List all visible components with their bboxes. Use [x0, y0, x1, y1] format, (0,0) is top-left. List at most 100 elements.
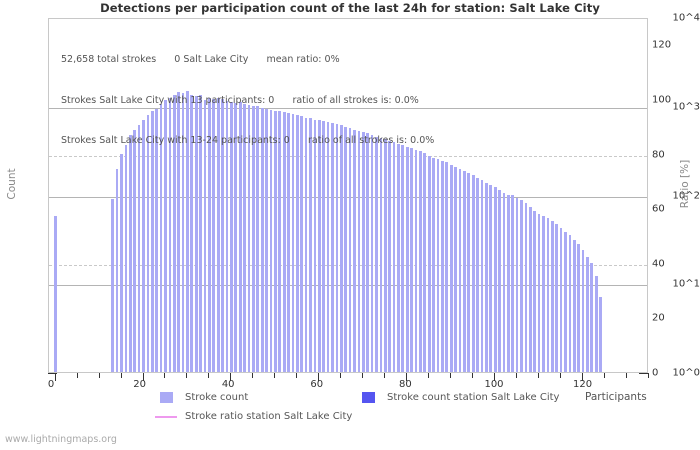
x-tick — [428, 373, 429, 378]
y-right-tick-40: 40 — [652, 258, 665, 270]
bar — [401, 145, 405, 372]
legend-swatch-stroke-count-station — [362, 392, 375, 403]
gridline-ratio-40 — [49, 265, 647, 266]
annotation-line-1: 52,658 total strokes 0 Salt Lake City me… — [61, 54, 340, 65]
y-tick-right — [639, 373, 648, 374]
x-tick — [252, 373, 253, 378]
x-tick — [208, 373, 209, 378]
bar — [533, 210, 537, 372]
bar — [142, 119, 145, 372]
x-tick — [362, 373, 363, 378]
bar — [54, 216, 57, 372]
bar — [555, 224, 559, 372]
bar — [322, 120, 326, 372]
bar — [326, 121, 330, 372]
y-right-tick-120: 120 — [652, 39, 672, 51]
bar — [537, 214, 541, 372]
x-tick-100: 100 — [484, 379, 504, 390]
x-tick — [450, 373, 451, 378]
bar — [150, 111, 154, 372]
bar — [309, 118, 312, 372]
x-tick-40: 40 — [221, 379, 235, 390]
bar — [546, 218, 550, 372]
bar — [168, 97, 172, 372]
x-tick — [296, 373, 297, 378]
bar — [586, 256, 589, 372]
x-tick — [494, 373, 495, 381]
bar — [480, 180, 484, 372]
bar — [427, 155, 431, 372]
bar — [155, 108, 159, 372]
x-tick — [406, 373, 407, 381]
y-right-tick-20: 20 — [652, 312, 665, 324]
bar — [353, 129, 356, 372]
bar — [159, 103, 163, 372]
y-right-tick-60: 60 — [652, 203, 665, 215]
bar — [397, 144, 400, 372]
x-tick — [77, 373, 78, 378]
legend-label-stroke-count: Stroke count — [185, 392, 249, 403]
bar — [502, 193, 506, 372]
bar — [506, 195, 510, 372]
bar — [177, 92, 181, 372]
bar — [274, 110, 277, 372]
bar — [252, 105, 255, 372]
bar — [528, 207, 532, 372]
bar — [247, 105, 251, 372]
y-right-tick-100: 100 — [652, 94, 672, 106]
bar — [216, 97, 220, 372]
bar — [225, 101, 229, 372]
bar — [599, 297, 602, 372]
bar — [164, 100, 167, 372]
bar — [111, 199, 115, 372]
bar — [388, 141, 391, 372]
x-tick-20: 20 — [133, 379, 146, 390]
bar — [313, 119, 317, 372]
x-tick — [560, 373, 561, 378]
bar — [221, 99, 224, 372]
bar — [568, 234, 572, 372]
y-right-tick-80: 80 — [652, 149, 665, 161]
bar — [331, 122, 334, 372]
x-tick — [186, 373, 187, 378]
bar — [133, 129, 137, 372]
bar — [146, 114, 150, 372]
bar — [317, 120, 321, 372]
bar — [199, 95, 202, 372]
bar — [476, 177, 479, 372]
bar — [124, 145, 128, 372]
x-axis-title: Participants — [585, 391, 647, 403]
bar — [419, 150, 422, 372]
x-tick — [340, 373, 341, 378]
bar — [278, 111, 282, 372]
bar — [445, 162, 449, 372]
bar — [344, 126, 348, 372]
x-tick — [274, 373, 275, 378]
bar — [441, 160, 444, 372]
bar — [339, 125, 343, 372]
bar — [581, 249, 585, 372]
bar — [212, 99, 216, 372]
bar — [348, 128, 352, 372]
chart-title: Detections per participation count of th… — [100, 1, 600, 15]
bar — [454, 166, 457, 372]
bar — [208, 98, 211, 372]
x-tick-60: 60 — [310, 379, 324, 390]
bar — [432, 157, 435, 372]
bar — [467, 172, 471, 372]
gridline-ratio-80 — [49, 156, 647, 157]
y-right-tick-0: 0 — [652, 367, 659, 379]
bar — [230, 102, 233, 372]
bar — [234, 102, 238, 372]
bar — [383, 139, 387, 372]
bar — [295, 114, 299, 372]
bar — [194, 95, 198, 372]
bar — [361, 132, 365, 372]
bar — [520, 200, 523, 372]
bar — [115, 168, 119, 372]
bar — [203, 100, 207, 372]
x-tick-80: 80 — [399, 379, 412, 390]
bar — [405, 147, 409, 372]
x-tick — [582, 373, 583, 381]
gridline-1e2 — [49, 197, 647, 198]
